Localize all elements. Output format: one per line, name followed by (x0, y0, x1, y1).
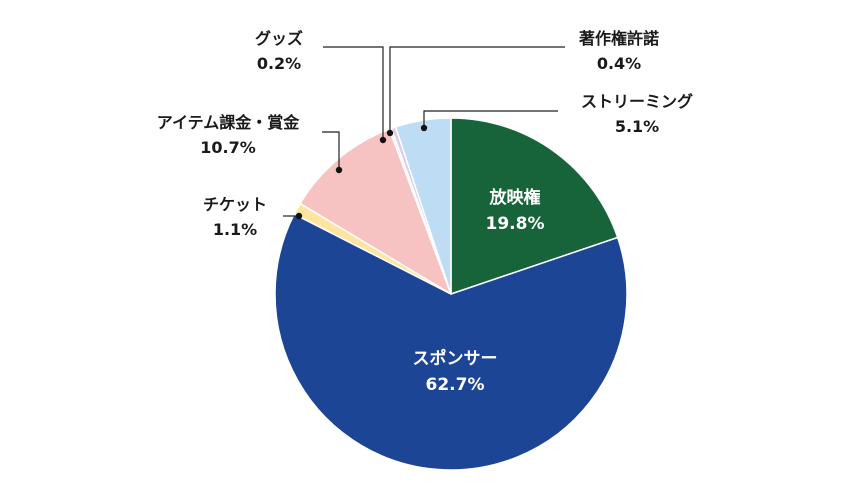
slice-label-2: チケット (203, 195, 267, 214)
leader-dot-6 (420, 124, 428, 132)
slice-value-6: 5.1% (615, 117, 659, 136)
slice-value-4: 0.2% (257, 54, 301, 73)
leader-line-5 (389, 46, 565, 133)
slice-label-0: 放映権 (489, 187, 541, 208)
leader-line-4 (323, 46, 384, 140)
slice-value-5: 0.4% (597, 54, 641, 73)
slice-label-5: 著作権許諾 (578, 29, 659, 48)
slice-value-3: 10.7% (200, 138, 256, 157)
leader-dot-3 (335, 166, 343, 174)
slice-value-0: 19.8% (486, 214, 545, 234)
pie-slices (274, 117, 628, 471)
slice-value-2: 1.1% (213, 220, 257, 239)
leader-lines (283, 46, 565, 220)
leader-line-3 (322, 131, 340, 170)
slice-labels: 放映権 19.8% スポンサー 62.7% チケット 1.1% アイテム課金・賞金 10.7%… (157, 29, 693, 395)
pie-slice-6 (394, 117, 452, 295)
pie-slice-1 (274, 213, 628, 471)
leader-line-6 (423, 110, 558, 128)
slice-label-1: スポンサー (413, 348, 498, 369)
pie-slice-0 (450, 117, 619, 295)
leader-dot-4 (379, 136, 387, 144)
slice-value-1: 62.7% (426, 375, 485, 395)
leader-dot-5 (386, 129, 394, 137)
slice-label-3: アイテム課金・賞金 (157, 113, 300, 132)
slice-label-4: グッズ (255, 29, 303, 48)
slice-label-6: ストリーミング (581, 92, 693, 111)
leader-dot-2 (295, 212, 303, 220)
